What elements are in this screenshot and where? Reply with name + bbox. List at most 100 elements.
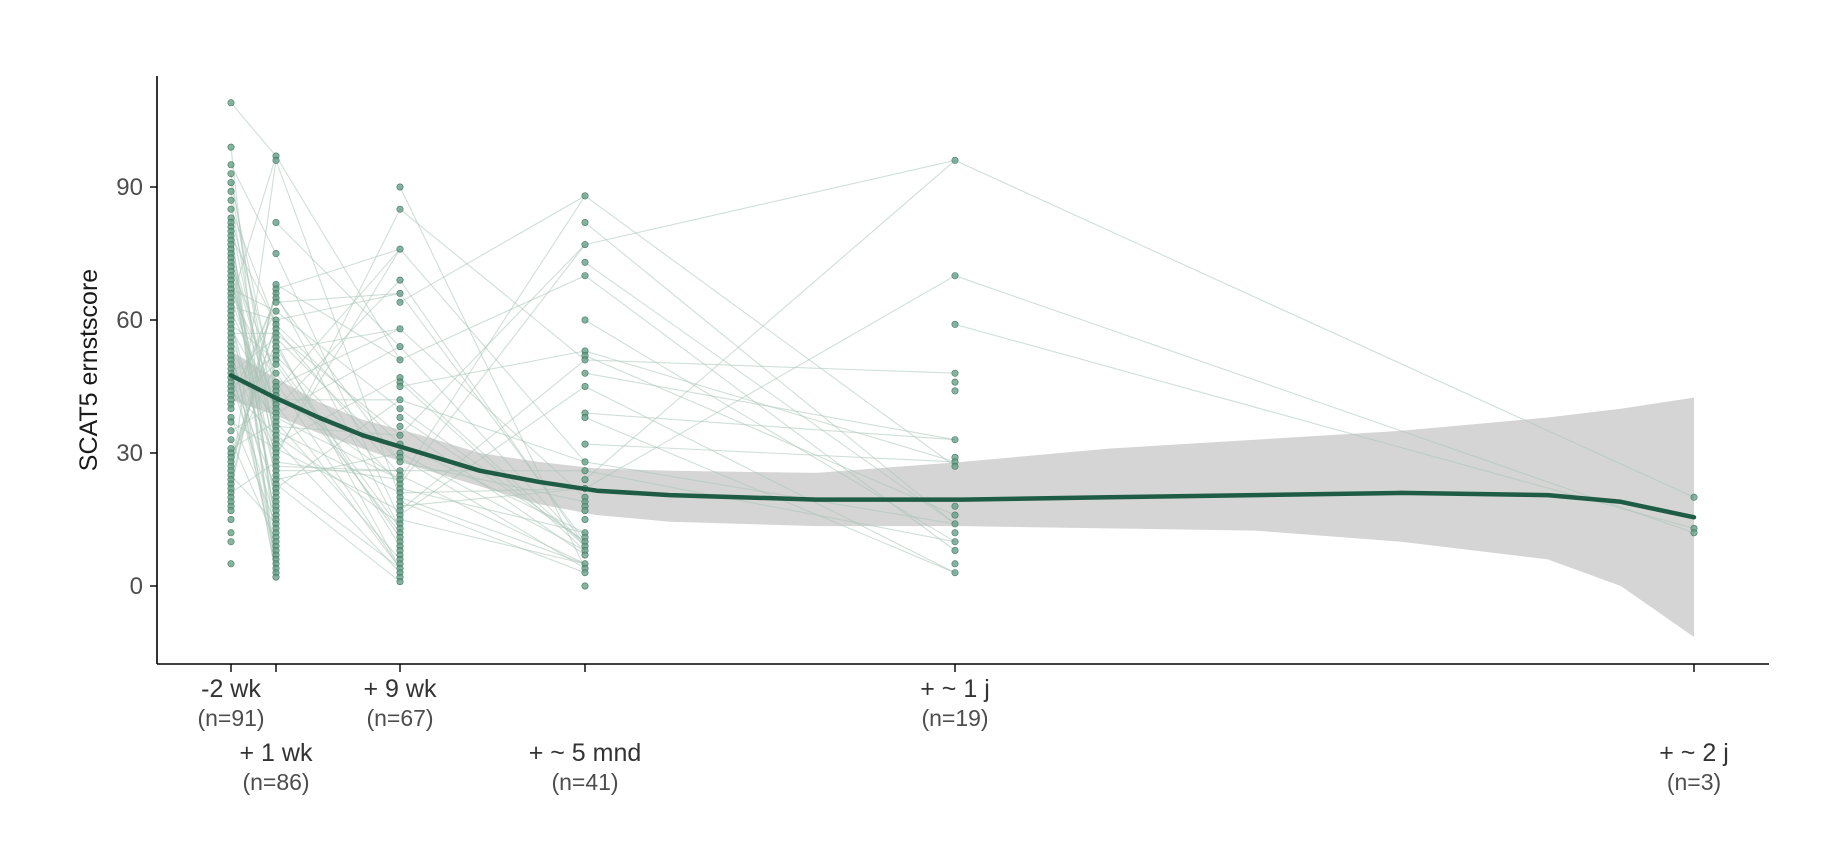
individual-trajectory-line <box>399 487 586 494</box>
individual-trajectory-line <box>275 377 401 445</box>
data-point <box>581 551 589 559</box>
individual-trajectory-line <box>399 350 586 388</box>
individual-trajectory-line <box>399 386 586 516</box>
individual-trajectory-line <box>230 390 277 436</box>
individual-trajectory-line <box>230 160 277 480</box>
x-tick-label: + 9 wk <box>364 675 437 703</box>
data-point <box>581 507 589 515</box>
individual-trajectory-line <box>584 159 956 481</box>
data-point <box>227 507 235 515</box>
y-ticks: 0 30 60 90 <box>116 174 157 600</box>
individual-trajectory-line <box>399 244 586 485</box>
data-point <box>951 320 959 328</box>
data-point <box>396 298 404 306</box>
y-axis-title: SCAT5 ernstscore <box>75 269 103 471</box>
individual-trajectory-line <box>399 474 586 565</box>
individual-trajectory-line <box>584 275 956 489</box>
individual-trajectory-line <box>230 461 277 494</box>
individual-trajectory-line <box>275 279 401 410</box>
data-point <box>951 156 959 164</box>
data-point <box>227 427 235 435</box>
data-point <box>227 418 235 426</box>
individual-trajectory-line <box>399 195 586 480</box>
data-point <box>951 272 959 280</box>
data-point <box>227 515 235 523</box>
individual-trajectory-line <box>230 147 277 556</box>
data-point <box>581 467 589 475</box>
x-tick-count-label: (n=41) <box>551 769 618 795</box>
data-point <box>951 502 959 510</box>
data-point <box>396 289 404 297</box>
individual-trajectory-line <box>230 102 277 157</box>
y-tick-label: 60 <box>116 307 143 334</box>
individual-trajectory-line <box>399 452 586 551</box>
data-point <box>227 179 235 187</box>
data-point <box>272 219 280 227</box>
data-point <box>272 298 280 306</box>
data-point <box>396 382 404 390</box>
y-tick-label: 0 <box>130 573 143 600</box>
individual-trajectory-line <box>230 235 277 325</box>
individual-trajectory-line <box>584 195 956 467</box>
individual-trajectory-line <box>275 248 401 290</box>
data-point <box>581 219 589 227</box>
individual-trajectory-line <box>230 341 277 454</box>
data-point <box>272 360 280 368</box>
data-point <box>272 156 280 164</box>
individual-trajectory-line <box>584 416 956 574</box>
x-tick-count-label: (n=86) <box>242 769 309 795</box>
data-point <box>951 546 959 554</box>
individual-trajectory-line <box>275 452 401 481</box>
individual-trajectory-line <box>275 483 401 583</box>
individual-trajectory-line <box>275 399 401 489</box>
data-point <box>272 250 280 258</box>
data-point <box>951 529 959 537</box>
confidence-ribbon <box>231 351 1694 637</box>
data-point <box>227 161 235 169</box>
data-point <box>581 369 589 377</box>
data-point <box>227 170 235 178</box>
data-point <box>581 192 589 200</box>
individual-trajectory-line <box>275 310 401 410</box>
individual-trajectory-line <box>399 496 586 565</box>
x-tick-label: + ~ 5 mnd <box>529 739 642 767</box>
data-point <box>227 538 235 546</box>
data-point <box>396 245 404 253</box>
data-point <box>227 205 235 213</box>
individual-trajectory-line <box>399 501 586 574</box>
data-point <box>227 529 235 537</box>
data-point <box>581 241 589 249</box>
individual-trajectory-line <box>230 208 277 325</box>
individual-trajectory-line <box>230 288 277 312</box>
y-tick-label: 90 <box>116 174 143 201</box>
individual-trajectory-line <box>584 159 956 246</box>
smooth-trend-line <box>228 373 1697 520</box>
individual-trajectory-line <box>230 284 277 409</box>
data-point <box>1690 529 1698 537</box>
individual-trajectory-line <box>584 261 956 525</box>
data-point <box>1690 493 1698 501</box>
individual-trajectory-line <box>399 456 586 569</box>
confidence-ribbon-layer <box>231 351 1694 637</box>
data-point <box>272 573 280 581</box>
individual-trajectory-line <box>275 248 401 392</box>
individual-trajectory-line <box>584 354 956 516</box>
data-point <box>951 520 959 528</box>
individual-trajectory-line <box>230 337 277 374</box>
data-point <box>581 458 589 466</box>
data-point <box>396 578 404 586</box>
individual-trajectory-line <box>275 328 401 387</box>
x-tick-count-label: (n=19) <box>921 705 988 731</box>
data-point <box>396 343 404 351</box>
data-point <box>581 582 589 590</box>
data-point <box>272 369 280 377</box>
individual-trajectory-line <box>399 487 586 507</box>
individual-trajectory-line <box>399 293 586 543</box>
data-point <box>951 378 959 386</box>
individual-trajectory-line <box>275 208 401 458</box>
data-point <box>951 538 959 546</box>
individual-trajectory-line <box>399 461 586 503</box>
x-tick-count-label: (n=3) <box>1667 769 1721 795</box>
individual-trajectory-line <box>584 319 956 543</box>
individual-trajectory-line <box>275 425 401 436</box>
